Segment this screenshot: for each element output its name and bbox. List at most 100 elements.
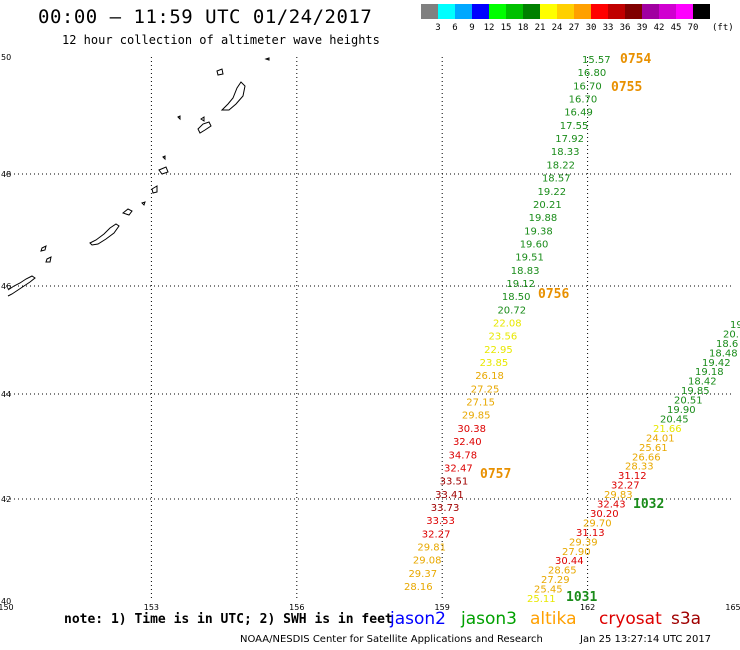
legend-label: 12 [483,23,495,33]
legend-swatch [591,4,608,19]
wave-height-value: 18.42 [688,377,717,388]
x-tick-label: 153 [144,603,159,612]
wave-height-value: 18.22 [546,160,575,171]
legend-swatch [472,4,489,19]
legend-label: 24 [551,23,563,33]
wave-height-value: 20.45 [660,414,689,425]
wave-height-value: 25.61 [639,443,668,454]
legend-swatch [574,4,591,19]
wave-height-value: 29.70 [583,518,612,529]
wave-height-value: 20.51 [674,396,703,407]
y-tick-label: 42 [1,495,11,504]
wave-height-value: 19.38 [524,226,553,237]
legend-label: 36 [619,23,631,33]
coast-island-9 [197,121,212,134]
time-label: 0755 [611,80,642,95]
coast-island-2 [45,256,52,263]
coast-island-14 [264,57,270,61]
legend-label: 9 [469,23,475,33]
wave-height-value: 19 [730,320,740,331]
time-label: 1031 [566,590,597,605]
wave-height-value: 27.15 [466,398,495,409]
legend-label: 27 [568,23,580,33]
legend-swatch [506,4,523,19]
legend-swatch [676,4,693,19]
wave-height-value: 30.20 [590,509,619,520]
wave-height-value: 23.85 [480,358,509,369]
wave-height-value: 21.66 [653,424,682,435]
legend-swatch [540,4,557,19]
wave-height-value: 34.78 [449,450,478,461]
wave-height-value: 23.56 [489,332,518,343]
coast-island-8 [162,155,166,161]
wave-height-value: 25.45 [534,585,563,596]
wave-height-value: 32.47 [444,463,473,474]
wave-height-value: 17.55 [560,121,589,132]
wave-height-value: 32.40 [453,437,482,448]
wave-height-value: 25.11 [527,594,556,605]
time-label: 1032 [633,497,664,512]
wave-height-value: 26.18 [475,371,504,382]
wave-height-value: 27.29 [541,575,570,586]
wave-height-value: 19.88 [529,213,558,224]
legend-swatch [421,4,438,19]
x-tick-label: 162 [580,603,595,612]
legend-label: 42 [653,23,665,33]
coast-island-10 [200,116,205,122]
wave-height-value: 20.72 [497,305,526,316]
legend-label: 6 [452,23,458,33]
wave-height-value: 18.6 [716,339,738,350]
coast-island-6 [151,185,158,194]
time-label: 0756 [538,287,569,302]
legend-label: 3 [435,23,441,33]
wave-height-value: 31.12 [618,471,647,482]
coast-island-5 [141,201,146,206]
legend-swatch [659,4,676,19]
satellite-jason3: jason3 [461,609,517,629]
axis-ticks: 150 153 156 159 162 165 50 48 46 44 42 40 [0,53,740,612]
x-tick-label: 159 [435,603,450,612]
legend-swatch [625,4,642,19]
legend-swatch [693,4,710,19]
coast-island-13 [216,68,224,76]
wave-height-value: 28.16 [404,582,433,593]
legend-swatch [523,4,540,19]
legend-swatch [438,4,455,19]
wave-height-value: 19.51 [515,253,544,264]
wave-height-value: 29.08 [413,556,442,567]
chart-title: 00:00 – 11:59 UTC 01/24/2017 [38,6,373,28]
wave-height-value: 22.08 [493,319,522,330]
legend-label: 33 [602,23,614,33]
wave-height-value: 32.27 [422,529,451,540]
wave-height-value: 19.12 [506,279,535,290]
coast-mainland [7,275,36,297]
coastline [7,57,270,297]
coast-island-12 [177,115,181,121]
y-tick-label: 48 [1,170,11,179]
wave-height-value: 29.37 [408,569,437,580]
legend-unit: (ft) [712,23,734,33]
legend-label: 45 [670,23,682,33]
wave-height-value: 18.33 [551,147,580,158]
wave-height-value: 32.43 [597,500,626,511]
wave-height-value: 28.33 [625,462,654,473]
credit-text: NOAA/NESDIS Center for Satellite Applica… [240,634,543,645]
wave-height-value: 27.25 [471,384,500,395]
wave-height-value: 29.39 [569,537,598,548]
satellite-cryosat: cryosat [599,609,662,629]
wave-height-value: 16.80 [578,68,607,79]
y-tick-label: 40 [1,597,11,606]
wave-height-value: 18.83 [511,266,540,277]
coast-island-4 [121,208,133,216]
coast-island-11 [220,81,246,111]
legend-label: 30 [585,23,597,33]
coast-island-7 [158,166,169,175]
time-label: 0754 [620,52,651,67]
legend-label: 18 [517,23,529,33]
wave-height-value: 17.92 [555,134,584,145]
wave-height-value: 22.95 [484,345,513,356]
satellite-s3a: s3a [671,609,702,629]
coast-island-1 [40,245,47,252]
wave-height-value: 18.57 [542,174,571,185]
